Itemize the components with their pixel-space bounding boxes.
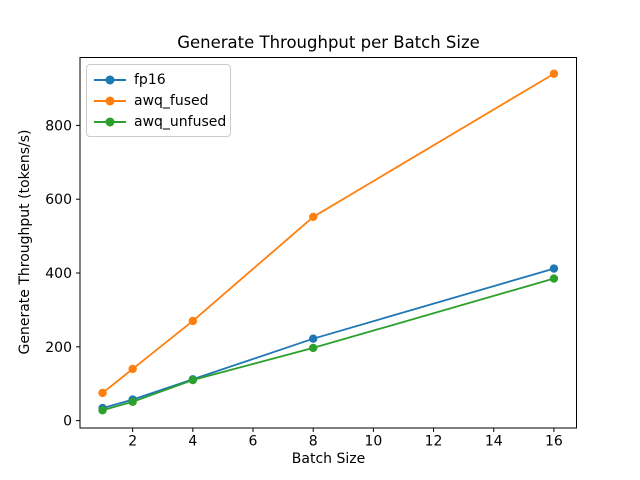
legend-label: fp16 xyxy=(134,71,166,88)
x-tick-label: 12 xyxy=(425,434,443,450)
data-point xyxy=(128,364,137,374)
data-point xyxy=(309,212,318,222)
data-point xyxy=(309,334,318,343)
data-point xyxy=(98,388,107,398)
x-tick-label: 16 xyxy=(545,434,563,450)
x-tick-label: 8 xyxy=(309,434,318,450)
y-axis-label: Generate Throughput (tokens/s) xyxy=(17,129,33,355)
y-tick-label: 600 xyxy=(45,192,72,208)
y-tick-label: 0 xyxy=(63,414,72,430)
data-point xyxy=(128,397,137,406)
data-point xyxy=(188,375,198,385)
legend-item-fp16: fp16 xyxy=(94,71,222,88)
data-point xyxy=(549,264,559,273)
y-tick-label: 800 xyxy=(45,118,72,134)
legend-label: awq_fused xyxy=(134,92,209,109)
data-point xyxy=(188,316,198,326)
x-axis-label: Batch Size xyxy=(291,451,366,467)
legend-item-awq-fused: awq_fused xyxy=(94,92,222,109)
line-marker-icon xyxy=(94,117,126,127)
line-marker-icon xyxy=(94,75,126,85)
y-tick-label: 200 xyxy=(45,340,72,356)
chart-title: Generate Throughput per Batch Size xyxy=(177,33,480,52)
x-tick-label: 10 xyxy=(364,434,382,450)
data-point xyxy=(549,274,559,283)
legend: fp16 awq_fused awq_unfused xyxy=(86,64,231,137)
x-tick-label: 6 xyxy=(249,434,258,450)
data-point xyxy=(309,343,318,353)
x-tick-label: 4 xyxy=(188,434,197,450)
data-point xyxy=(549,69,559,78)
legend-item-awq-unfused: awq_unfused xyxy=(94,113,226,130)
x-tick-label: 2 xyxy=(128,434,137,450)
data-point xyxy=(98,406,107,415)
y-tick-label: 400 xyxy=(45,266,72,282)
legend-label: awq_unfused xyxy=(134,113,227,130)
x-tick-label: 14 xyxy=(485,434,503,450)
line-marker-icon xyxy=(94,96,126,106)
